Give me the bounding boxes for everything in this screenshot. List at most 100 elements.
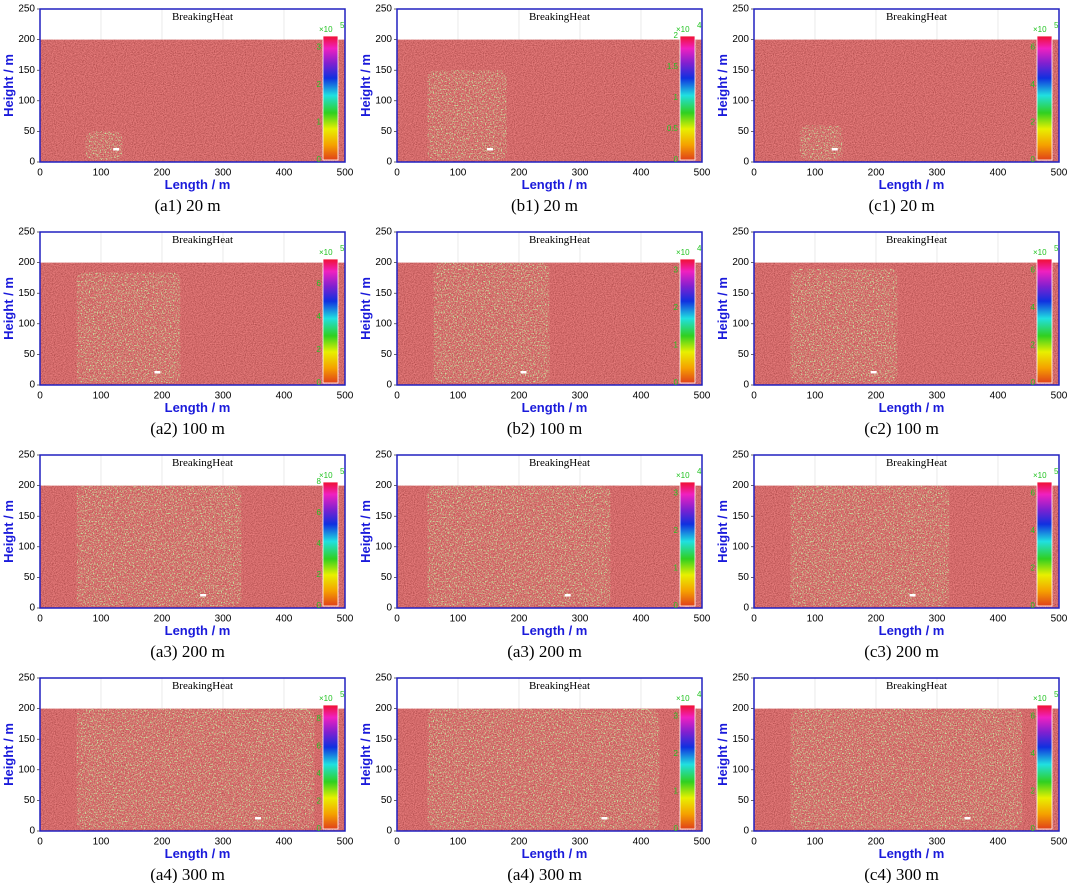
- x-tick-label: 0: [37, 168, 43, 179]
- x-tick-label: 100: [93, 391, 110, 402]
- y-tick-label: 250: [18, 673, 35, 684]
- y-tick-label: 150: [375, 65, 392, 76]
- x-axis-label: Length / m: [879, 846, 945, 861]
- y-tick-label: 50: [738, 795, 750, 806]
- caption: (a3) 200 m: [507, 642, 582, 661]
- y-axis-label: Height / m: [1, 54, 16, 117]
- x-tick-label: 500: [337, 391, 354, 402]
- colorbar-tick-label: 2: [674, 749, 679, 758]
- x-tick-label: 100: [93, 614, 110, 625]
- panel-title: BreakingHeat: [886, 680, 947, 692]
- excavation: [154, 371, 161, 374]
- x-tick-label: 200: [154, 168, 171, 179]
- y-tick-label: 250: [18, 4, 35, 15]
- colorbar-exponent: 5: [340, 467, 345, 476]
- x-tick-label: 200: [511, 837, 528, 848]
- panel-title: BreakingHeat: [529, 680, 590, 692]
- colorbar-tick-label: 3: [317, 42, 322, 51]
- colorbar-tick-label: 0: [674, 601, 679, 610]
- axes-frame: [39, 454, 346, 609]
- colorbar-tick-label: 4: [1031, 80, 1036, 89]
- x-tick-label: 400: [633, 168, 650, 179]
- caption: (c3) 200 m: [864, 642, 939, 661]
- x-tick-label: 300: [929, 168, 946, 179]
- x-tick-label: 500: [694, 614, 711, 625]
- x-tick-label: 200: [511, 614, 528, 625]
- x-tick-label: 500: [337, 614, 354, 625]
- x-tick-label: 400: [990, 614, 1007, 625]
- y-tick-label: 100: [375, 764, 392, 775]
- panel: 0 100 200 300 400 500 0 50 100 150 200 250 BreakingH…: [358, 673, 711, 883]
- colorbar-tick-label: 3: [674, 265, 679, 274]
- x-tick-label: 400: [990, 837, 1007, 848]
- colorbar-tick-label: 6: [317, 741, 322, 750]
- y-tick-label: 250: [732, 4, 749, 15]
- colorbar: [679, 258, 696, 384]
- y-axis-label: Height / m: [1, 500, 16, 563]
- colorbar-tick-label: 8: [317, 714, 322, 723]
- colorbar-label: ×10: [319, 248, 333, 257]
- axes-frame: [753, 677, 1060, 832]
- x-tick-label: 400: [276, 614, 293, 625]
- y-tick-label: 250: [732, 450, 749, 461]
- y-tick-label: 50: [738, 126, 750, 137]
- y-tick-label: 0: [29, 380, 35, 391]
- colorbar-tick-label: 3: [674, 488, 679, 497]
- x-axis-label: Length / m: [165, 400, 231, 415]
- y-tick-label: 250: [732, 673, 749, 684]
- caption: (a2) 100 m: [150, 419, 225, 438]
- colorbar-exponent: 5: [1054, 21, 1059, 30]
- y-tick-label: 100: [732, 95, 749, 106]
- colorbar-exponent: 5: [1054, 690, 1059, 699]
- x-tick-label: 0: [37, 391, 43, 402]
- colorbar-exponent: 5: [340, 21, 345, 30]
- colorbar-label: ×10: [1033, 471, 1047, 480]
- panel-title: BreakingHeat: [886, 234, 947, 246]
- y-tick-label: 0: [386, 380, 392, 391]
- colorbar-tick-label: 0: [674, 378, 679, 387]
- colorbar-tick-label: 4: [317, 312, 322, 321]
- damage-zone: [76, 272, 181, 383]
- colorbar-exponent: 4: [697, 244, 702, 253]
- x-tick-label: 400: [633, 391, 650, 402]
- y-tick-label: 0: [386, 826, 392, 837]
- axes-frame: [39, 231, 346, 386]
- axes-frame: [753, 454, 1060, 609]
- excavation: [255, 817, 262, 820]
- colorbar-tick-label: 6: [1031, 488, 1036, 497]
- caption: (a1) 20 m: [154, 196, 220, 215]
- damage-zone: [427, 708, 660, 829]
- colorbar: [1036, 704, 1053, 830]
- x-axis-label: Length / m: [522, 400, 588, 415]
- colorbar-tick-label: 2: [1031, 787, 1036, 796]
- y-axis-label: Height / m: [358, 277, 373, 340]
- y-tick-label: 50: [24, 349, 36, 360]
- y-tick-label: 50: [738, 572, 750, 583]
- colorbar-tick-label: 4: [1031, 526, 1036, 535]
- y-tick-label: 100: [732, 541, 749, 552]
- damage-zone: [427, 70, 507, 160]
- excavation: [601, 817, 608, 820]
- colorbar-tick-label: 0: [1031, 155, 1036, 164]
- x-tick-label: 300: [929, 837, 946, 848]
- excavation: [831, 148, 838, 151]
- damage-zone: [790, 708, 1023, 829]
- colorbar-tick-label: 0: [317, 824, 322, 833]
- x-tick-label: 400: [276, 168, 293, 179]
- excavation: [486, 148, 493, 151]
- colorbar-tick-label: 2: [1031, 341, 1036, 350]
- x-tick-label: 0: [751, 614, 757, 625]
- y-axis-label: Height / m: [1, 277, 16, 340]
- x-tick-label: 500: [337, 837, 354, 848]
- colorbar-tick-label: 0: [1031, 601, 1036, 610]
- y-tick-label: 0: [743, 157, 749, 168]
- excavation: [564, 594, 571, 597]
- y-tick-label: 250: [375, 450, 392, 461]
- y-tick-label: 250: [375, 227, 392, 238]
- x-tick-label: 200: [868, 391, 885, 402]
- y-tick-label: 100: [375, 95, 392, 106]
- caption: (c2) 100 m: [864, 419, 939, 438]
- x-tick-label: 400: [990, 168, 1007, 179]
- axes-frame: [396, 454, 703, 609]
- colorbar-tick-label: 1: [674, 341, 679, 350]
